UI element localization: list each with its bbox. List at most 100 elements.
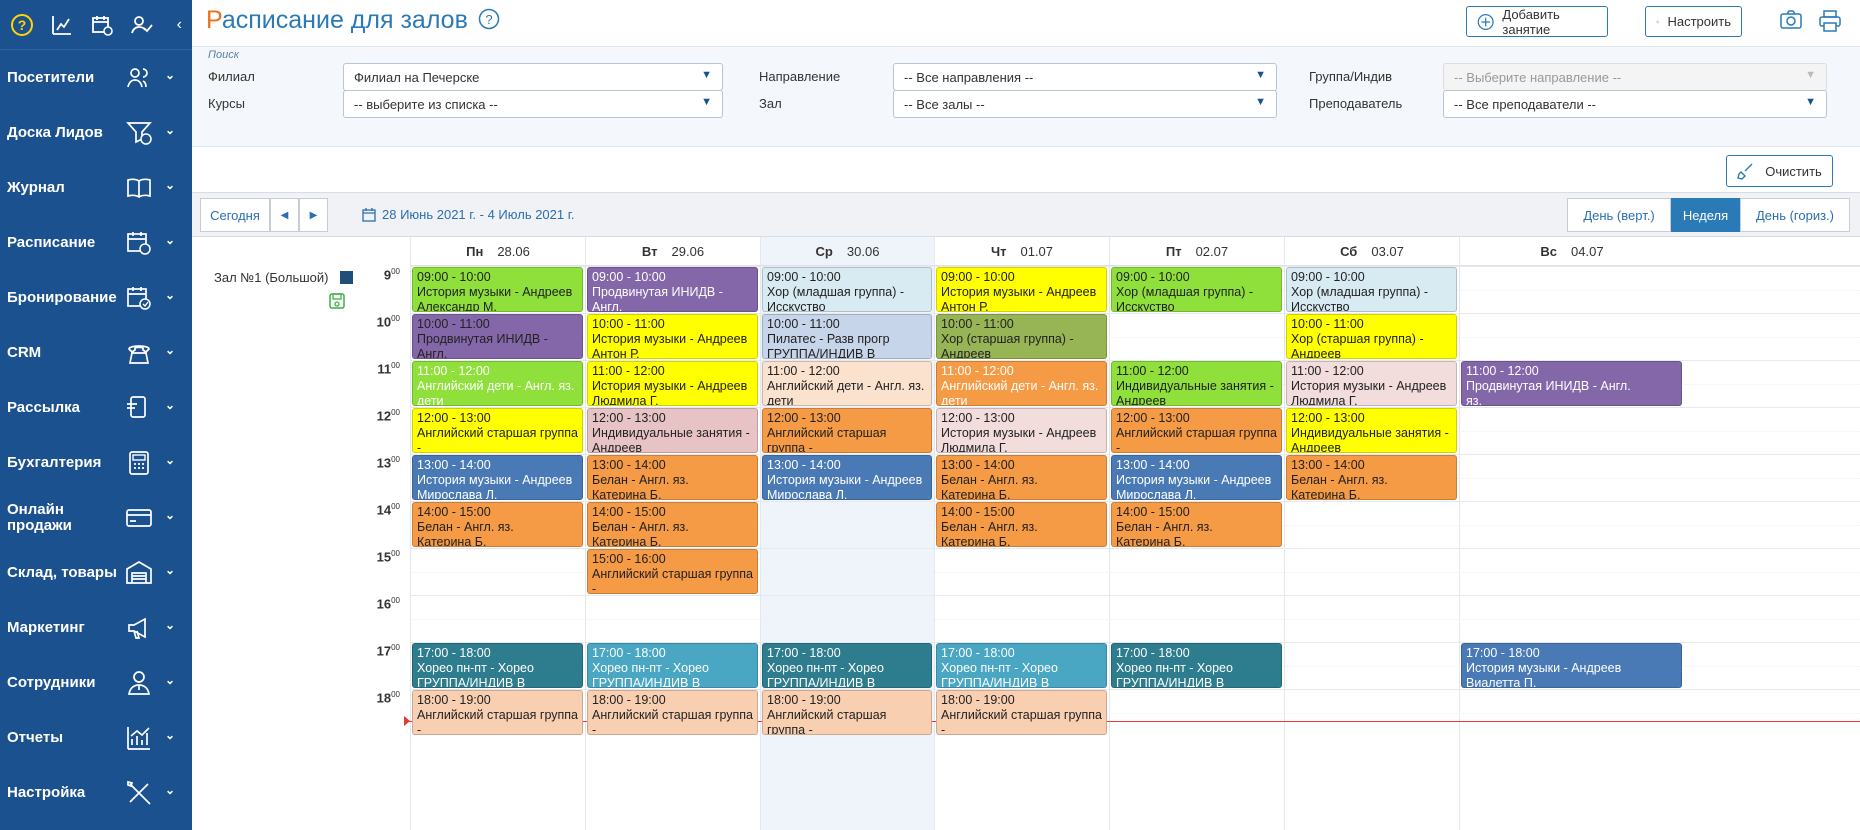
view-week-button[interactable]: Неделя [1671,198,1740,232]
event-time: 13:00 - 14:00 [767,458,841,472]
hall-select[interactable]: -- Все залы -- ▼ [893,90,1277,118]
schedule-event[interactable]: 09:00 - 10:00 Хор (младшая группа) - Исск… [1111,267,1282,312]
next-week-button[interactable]: ▶ [299,198,328,232]
schedule-event[interactable]: 13:00 - 14:00 История музыки - Андреев Ми… [762,455,932,500]
sidebar-item-2[interactable]: Журнал ⌄ [0,160,192,215]
schedule-event[interactable]: 11:00 - 12:00 Английский дети - Англ. яз.… [936,361,1107,406]
sidebar-item-5[interactable]: CRM ⌄ [0,325,192,380]
schedule-event[interactable]: 12:00 - 13:00 Английский старшая группа -… [1111,408,1282,453]
calendar-add-icon[interactable] [88,11,116,39]
today-button[interactable]: Сегодня [200,198,270,232]
date-range[interactable]: 28 Июнь 2021 г. - 4 Июль 2021 г. [362,207,575,222]
sidebar-item-1[interactable]: Доска Лидов ⌄ [0,105,192,160]
schedule-event[interactable]: 11:00 - 12:00 Индивидуальные занятия - Ан… [1111,361,1282,406]
schedule-event[interactable]: 15:00 - 16:00 Английский старшая группа -… [587,549,758,594]
schedule-event[interactable]: 14:00 - 15:00 Белан - Англ. яз. Катерина … [936,502,1107,547]
event-title: Белан - Англ. яз. Катерина Б. [941,473,1038,500]
schedule-event[interactable]: 13:00 - 14:00 Белан - Англ. яз. Катерина … [587,455,758,500]
sidebar-item-9[interactable]: Склад, товары ⌄ [0,545,192,600]
sidebar-item-4[interactable]: Бронирование ⌄ [0,270,192,325]
schedule-event[interactable]: 17:00 - 18:00 Хорео пн-пт - Хорео ГРУППА/… [936,643,1107,688]
schedule-event[interactable]: 09:00 - 10:00 История музыки - Андреев Ан… [936,267,1107,312]
schedule-event[interactable]: 10:00 - 11:00 Хор (старшая группа) - Андр… [936,314,1107,359]
schedule-event[interactable]: 17:00 - 18:00 Хорео пн-пт - Хорео ГРУППА/… [587,643,758,688]
schedule-event[interactable]: 13:00 - 14:00 Белан - Англ. яз. Катерина … [1286,455,1457,500]
schedule-event[interactable]: 18:00 - 19:00 Английский старшая группа -… [936,690,1107,735]
megaphone-icon [128,617,146,639]
schedule-event[interactable]: 12:00 - 13:00 Индивидуальные занятия - Ан… [1286,408,1457,453]
visitors-icon [127,68,148,88]
branch-value: Филиал на Печерске [354,70,480,85]
sidebar-item-7[interactable]: Бухгалтерия ⌄ [0,435,192,490]
save-icon[interactable] [328,292,346,315]
hour-label: 1500 [364,549,410,564]
schedule-event[interactable]: 13:00 - 14:00 История музыки - Андреев Ми… [1111,455,1282,500]
schedule-event[interactable]: 09:00 - 10:00 Хор (младшая группа) - Исск… [762,267,932,312]
event-time: 18:00 - 19:00 [417,693,491,707]
user-check-icon[interactable] [128,11,156,39]
schedule-event[interactable]: 11:00 - 12:00 Английский дети - Англ. яз.… [762,361,932,406]
schedule-event[interactable]: 12:00 - 13:00 Индивидуальные занятия - Ан… [587,408,758,453]
sidebar-item-13[interactable]: Настройка ⌄ [0,765,192,820]
event-time: 12:00 - 13:00 [767,411,841,425]
schedule-event[interactable]: 12:00 - 13:00 История музыки - Андреев Лю… [936,408,1107,453]
event-time: 13:00 - 14:00 [1116,458,1190,472]
sidebar-item-12[interactable]: Отчеты ⌄ [0,710,192,765]
help-circle-icon[interactable]: ? [8,11,36,39]
sidebar-item-6[interactable]: Рассылка ⌄ [0,380,192,435]
event-time: 11:00 - 12:00 [1291,364,1364,378]
prev-week-button[interactable]: ◀ [270,198,299,232]
schedule-event[interactable]: 14:00 - 15:00 Белан - Англ. яз. Катерина … [412,502,583,547]
sidebar-item-11[interactable]: Сотрудники ⌄ [0,655,192,710]
group-select: -- Выберите направление -- ▼ [1443,63,1827,91]
schedule-event[interactable]: 09:00 - 10:00 Хор (младшая группа) - Исск… [1286,267,1457,312]
schedule-event[interactable]: 18:00 - 19:00 Английский старшая группа -… [762,690,932,735]
sidebar-item-10[interactable]: Маркетинг ⌄ [0,600,192,655]
direction-select[interactable]: -- Все направления -- ▼ [893,63,1277,91]
main-area: Расписание для залов ? Добавить занятие … [192,0,1860,830]
help-icon[interactable]: ? [478,8,500,35]
courses-label: Курсы [208,96,246,111]
schedule-event[interactable]: 14:00 - 15:00 Белан - Англ. яз. Катерина … [587,502,758,547]
sidebar-item-0[interactable]: Посетители ⌄ [0,50,192,105]
configure-button[interactable]: Настроить [1645,6,1742,37]
sidebar-item-3[interactable]: Расписание ⌄ [0,215,192,270]
event-title: История музыки - Андреев Мирослава Л. [1116,473,1272,500]
schedule-event[interactable]: 18:00 - 19:00 Английский старшая группа -… [587,690,758,735]
add-lesson-button[interactable]: Добавить занятие [1466,6,1608,37]
courses-select[interactable]: -- выберите из списка -- ▼ [343,90,723,118]
schedule-event[interactable]: 17:00 - 18:00 Хорео пн-пт - Хорео ГРУППА/… [412,643,583,688]
schedule-event[interactable]: 12:00 - 13:00 Английский старшая группа -… [412,408,583,453]
schedule-event[interactable]: 10:00 - 11:00 Пилатес - Разв прогр ГРУППА… [762,314,932,359]
schedule-event[interactable]: 11:00 - 12:00 Продвинутая ИНИДВ - Англ. я… [1461,361,1682,406]
schedule-event[interactable]: 13:00 - 14:00 История музыки - Андреев Ми… [412,455,583,500]
schedule-event[interactable]: 10:00 - 11:00 Хор (старшая группа) - Андр… [1286,314,1457,359]
schedule-event[interactable]: 11:00 - 12:00 История музыки - Андреев Лю… [1286,361,1457,406]
schedule-event[interactable]: 10:00 - 11:00 История музыки - Андреев Ан… [587,314,758,359]
camera-icon[interactable] [1779,9,1803,36]
schedule-event[interactable]: 09:00 - 10:00 История музыки - Андреев Ал… [412,267,583,312]
schedule-event[interactable]: 17:00 - 18:00 Хорео пн-пт - Хорео ГРУППА/… [762,643,932,688]
schedule-event[interactable]: 12:00 - 13:00 Английский старшая группа -… [762,408,932,453]
event-title: Хор (младшая группа) - Исскуство [1291,285,1428,312]
print-icon[interactable] [1818,9,1842,38]
schedule-event[interactable]: 17:00 - 18:00 Хорео пн-пт - Хорео ГРУППА/… [1111,643,1282,688]
schedule-event[interactable]: 11:00 - 12:00 История музыки - Андреев Лю… [587,361,758,406]
event-title: Хор (старшая группа) - Андреев [941,332,1074,359]
event-time: 18:00 - 19:00 [767,693,841,707]
sidebar-item-8[interactable]: Онлайн продажи ⌄ [0,490,192,545]
schedule-event[interactable]: 18:00 - 19:00 Английский старшая группа -… [412,690,583,735]
teacher-select[interactable]: -- Все преподаватели -- ▼ [1443,90,1827,118]
view-day-vertical-button[interactable]: День (верт.) [1567,198,1671,232]
clear-filters-button[interactable]: Очистить [1726,155,1833,187]
schedule-event[interactable]: 17:00 - 18:00 История музыки - Андреев Ви… [1461,643,1682,688]
analytics-icon[interactable] [48,11,76,39]
view-day-horizontal-button[interactable]: День (гориз.) [1740,198,1850,232]
schedule-event[interactable]: 13:00 - 14:00 Белан - Англ. яз. Катерина … [936,455,1107,500]
branch-select[interactable]: Филиал на Печерске ▼ [343,63,723,91]
collapse-sidebar-icon[interactable]: ‹ [176,15,182,33]
schedule-event[interactable]: 14:00 - 15:00 Белан - Англ. яз. Катерина … [1111,502,1282,547]
schedule-event[interactable]: 11:00 - 12:00 Английский дети - Англ. яз.… [412,361,583,406]
